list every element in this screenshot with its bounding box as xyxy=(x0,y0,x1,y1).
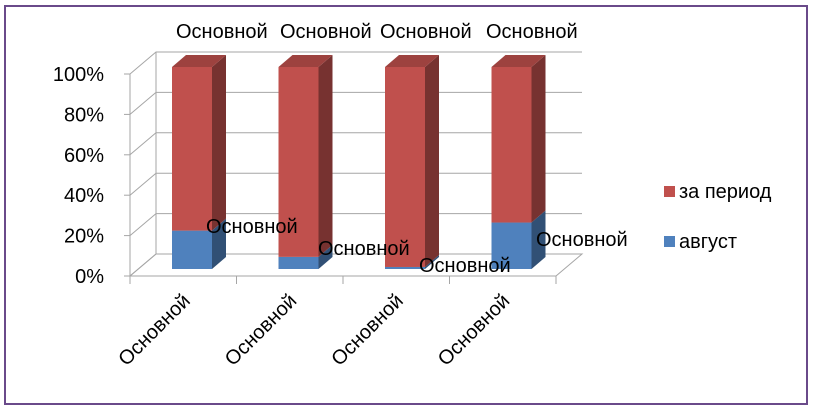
y-axis-tick-labels: 0% 20% 40% 60% 80% 100% xyxy=(53,64,104,288)
bar-segment-front xyxy=(172,230,212,269)
data-labels: Основной Основной Основной Основной Основной… xyxy=(176,21,628,277)
bar-top xyxy=(385,55,439,67)
bar-segment-side xyxy=(531,210,546,269)
data-label-za-period: Основной xyxy=(280,21,372,43)
gridline xyxy=(129,213,582,236)
bar-segment-front xyxy=(278,67,319,257)
bar-segment-front xyxy=(172,67,212,231)
x-axis-tick-labels: Основной Основной Основной Основной xyxy=(114,290,514,370)
gridline xyxy=(129,172,582,196)
bar-segment-front xyxy=(491,67,532,223)
bar-segment-front xyxy=(491,222,532,269)
bar-segment-side xyxy=(212,55,226,231)
y-tick-label: 0% xyxy=(75,266,104,288)
data-label-avgust: Основной xyxy=(419,255,511,277)
data-label-za-period: Основной xyxy=(486,21,578,43)
bar-top xyxy=(278,55,333,67)
bar-segment-side xyxy=(212,218,226,269)
gridline xyxy=(129,132,582,156)
bar-segment-side xyxy=(531,55,546,223)
x-tick-label: Основной xyxy=(327,290,407,370)
bar-segment-front xyxy=(385,266,425,269)
legend-swatch xyxy=(664,186,675,197)
bar-segment-side xyxy=(318,244,333,269)
data-label-za-period: Основной xyxy=(380,21,472,43)
bar-segment-front xyxy=(385,67,425,267)
y-tick-label: 60% xyxy=(64,145,104,167)
bar-segment-side xyxy=(318,55,333,257)
x-tick-label: Основной xyxy=(221,290,301,370)
legend-swatch xyxy=(664,236,675,247)
x-tick-label: Основной xyxy=(114,290,194,370)
y-tick-label: 40% xyxy=(64,185,104,207)
gridlines xyxy=(124,51,582,284)
y-tick-label: 20% xyxy=(64,226,104,248)
chart-walls xyxy=(128,52,584,277)
gridline xyxy=(129,51,582,75)
y-tick-label: 100% xyxy=(53,64,104,86)
bar-top xyxy=(491,55,546,67)
gridline xyxy=(129,91,582,115)
bar-segment-side xyxy=(425,55,439,267)
data-label-avgust: Основной xyxy=(536,229,628,251)
bar-top xyxy=(172,55,226,67)
x-tick-label: Основной xyxy=(434,290,514,370)
legend-label: август xyxy=(679,231,737,253)
legend-label: за период xyxy=(679,181,772,203)
y-tick-label: 80% xyxy=(64,104,104,126)
data-label-za-period: Основной xyxy=(176,21,268,43)
bar-segment-side xyxy=(425,254,439,269)
data-label-avgust: Основной xyxy=(318,238,410,260)
bar-segment-front xyxy=(278,256,319,269)
legend: за период август xyxy=(664,181,772,253)
floor-outline xyxy=(128,253,584,277)
data-label-avgust: Основной xyxy=(206,216,298,238)
bars xyxy=(172,55,546,269)
left-wall-edge xyxy=(129,52,157,277)
